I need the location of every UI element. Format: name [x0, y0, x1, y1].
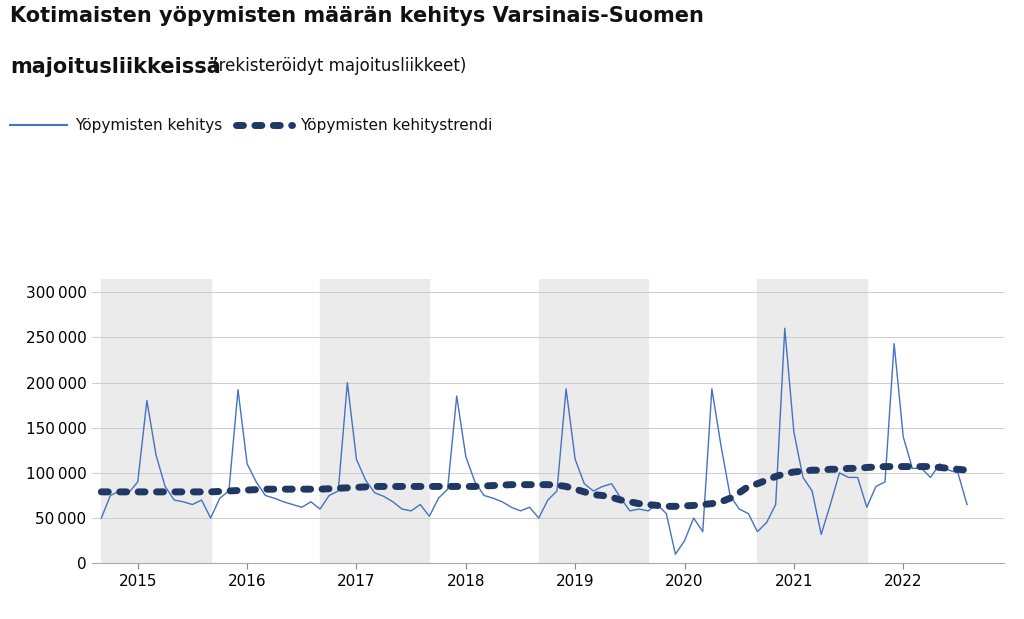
Bar — [321, 279, 429, 563]
Bar — [758, 279, 867, 563]
Text: majoitusliikkeissä: majoitusliikkeissä — [10, 57, 221, 77]
Text: (rekisteröidyt majoitusliikkeet): (rekisteröidyt majoitusliikkeet) — [207, 57, 466, 75]
Text: Yöpymisten kehitystrendi: Yöpymisten kehitystrendi — [300, 118, 493, 132]
Text: Kotimaisten yöpymisten määrän kehitys Varsinais-Suomen: Kotimaisten yöpymisten määrän kehitys Va… — [10, 6, 705, 26]
Text: Yöpymisten kehitys: Yöpymisten kehitys — [75, 118, 222, 132]
Bar — [539, 279, 648, 563]
Bar — [101, 279, 211, 563]
